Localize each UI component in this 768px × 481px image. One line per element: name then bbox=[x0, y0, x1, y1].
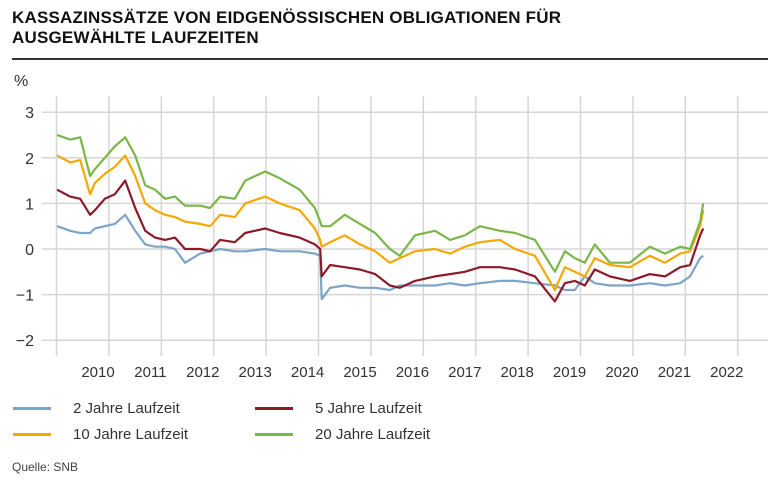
x-tick-label: 2012 bbox=[186, 364, 219, 381]
y-tick-label: 3 bbox=[25, 105, 34, 122]
legend-item-20y: 20 Jahre Laufzeit bbox=[255, 426, 430, 443]
legend-swatch bbox=[13, 433, 51, 436]
series-line-10y bbox=[56, 154, 705, 292]
y-tick-label: 2 bbox=[25, 151, 34, 168]
series-line-5y bbox=[56, 179, 705, 303]
x-tick-label: 2020 bbox=[605, 364, 638, 381]
y-tick-label: −1 bbox=[16, 288, 34, 305]
x-tick-label: 2021 bbox=[658, 364, 691, 381]
x-tick-label: 2014 bbox=[291, 364, 324, 381]
x-tick-label: 2011 bbox=[134, 364, 166, 381]
legend-swatch bbox=[255, 433, 293, 436]
y-tick-label: −2 bbox=[16, 333, 34, 350]
grid bbox=[42, 96, 768, 356]
legend-item-10y: 10 Jahre Laufzeit bbox=[13, 426, 188, 443]
y-axis: 3 2 1 0 −1 −2 bbox=[16, 105, 34, 350]
legend-label: 10 Jahre Laufzeit bbox=[73, 426, 189, 443]
x-axis: 2010 2011 2012 2013 2014 2015 2016 2017 2018 2019… bbox=[81, 364, 743, 381]
y-axis-unit-label: % bbox=[14, 73, 28, 90]
legend-item-2y: 2 Jahre Laufzeit bbox=[13, 400, 180, 417]
series-line-20y bbox=[56, 133, 705, 273]
x-tick-label: 2010 bbox=[81, 364, 114, 381]
legend-swatch bbox=[255, 407, 293, 410]
legend-swatch bbox=[13, 407, 51, 410]
x-tick-label: 2019 bbox=[553, 364, 586, 381]
y-tick-label: 0 bbox=[25, 242, 34, 259]
x-tick-label: 2013 bbox=[239, 364, 272, 381]
chart-title-line-2: AUSGEWÄHLTE LAUFZEITEN bbox=[12, 28, 259, 47]
chart-title-line-1: KASSAZINSSÄTZE VON EIDGENÖSSISCHEN OBLIG… bbox=[12, 8, 562, 27]
x-tick-label: 2016 bbox=[396, 364, 429, 381]
chart-title: KASSAZINSSÄTZE VON EIDGENÖSSISCHEN OBLIG… bbox=[12, 8, 561, 48]
series-lines bbox=[56, 133, 705, 303]
series-line-2y bbox=[56, 213, 704, 301]
title-divider bbox=[12, 58, 768, 60]
legend-label: 5 Jahre Laufzeit bbox=[315, 400, 422, 417]
legend-label: 20 Jahre Laufzeit bbox=[315, 426, 431, 443]
x-tick-label: 2022 bbox=[710, 364, 743, 381]
legend-item-5y: 5 Jahre Laufzeit bbox=[255, 400, 422, 417]
x-tick-label: 2015 bbox=[343, 364, 376, 381]
legend-label: 2 Jahre Laufzeit bbox=[73, 400, 180, 417]
source-note: Quelle: SNB bbox=[12, 460, 79, 474]
x-tick-label: 2018 bbox=[501, 364, 534, 381]
y-tick-label: 1 bbox=[25, 196, 34, 213]
x-tick-label: 2017 bbox=[448, 364, 481, 381]
